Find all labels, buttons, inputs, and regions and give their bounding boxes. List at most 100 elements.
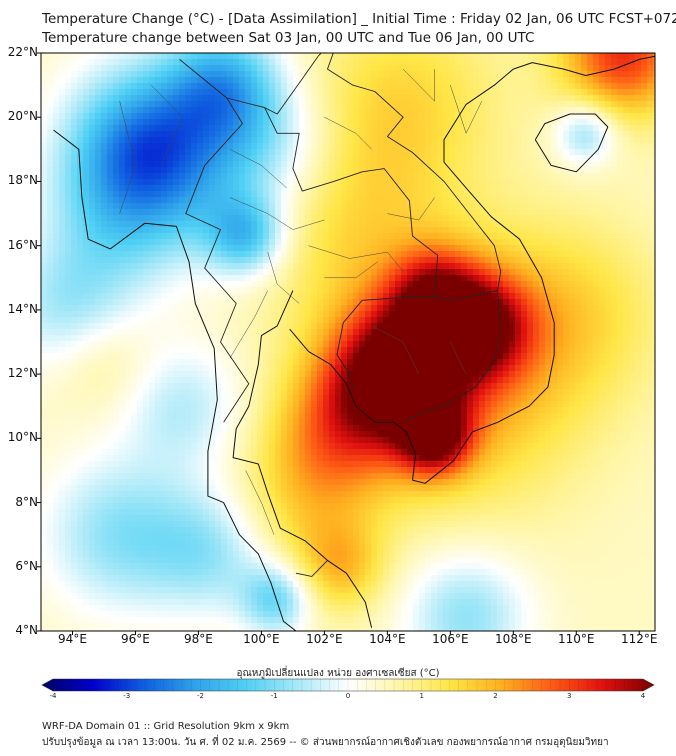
field-cell: [215, 89, 222, 96]
field-cell: [395, 59, 402, 66]
field-cell: [485, 323, 492, 330]
field-cell: [413, 125, 420, 132]
field-cell: [563, 209, 570, 216]
field-cell: [503, 221, 510, 228]
field-cell: [425, 239, 432, 246]
field-cell: [389, 323, 396, 330]
field-cell: [491, 131, 498, 138]
field-cell: [401, 155, 408, 162]
field-cell: [587, 305, 594, 312]
field-cell: [575, 221, 582, 228]
field-cell: [245, 281, 252, 288]
field-cell: [173, 341, 180, 348]
field-cell: [635, 83, 642, 90]
field-cell: [353, 329, 360, 336]
field-cell: [221, 125, 228, 132]
field-cell: [533, 263, 540, 270]
field-cell: [179, 125, 186, 132]
field-cell: [521, 155, 528, 162]
field-cell: [269, 341, 276, 348]
field-cell: [653, 281, 655, 288]
field-cell: [113, 335, 120, 342]
field-cell: [497, 293, 504, 300]
field-cell: [215, 119, 222, 126]
field-cell: [563, 299, 570, 306]
field-cell: [581, 179, 588, 186]
field-cell: [647, 323, 654, 330]
field-cell: [239, 317, 246, 324]
field-cell: [77, 329, 84, 336]
field-cell: [191, 149, 198, 156]
field-cell: [299, 257, 306, 264]
field-cell: [179, 71, 186, 78]
field-cell: [401, 71, 408, 78]
field-cell: [479, 149, 486, 156]
field-cell: [389, 239, 396, 246]
field-cell: [143, 83, 150, 90]
field-cell: [239, 53, 246, 60]
temperature-field: [41, 53, 655, 631]
field-cell: [77, 149, 84, 156]
field-cell: [155, 59, 162, 66]
field-cell: [83, 89, 90, 96]
field-cell: [281, 53, 288, 60]
field-cell: [167, 95, 174, 102]
field-cell: [521, 281, 528, 288]
field-cell: [215, 221, 222, 228]
field-cell: [143, 275, 150, 282]
field-cell: [179, 131, 186, 138]
field-cell: [359, 227, 366, 234]
field-cell: [557, 119, 564, 126]
field-cell: [485, 149, 492, 156]
field-cell: [563, 107, 570, 114]
field-cell: [605, 83, 612, 90]
field-cell: [647, 95, 654, 102]
field-cell: [233, 83, 240, 90]
field-cell: [347, 323, 354, 330]
field-cell: [71, 107, 78, 114]
field-cell: [569, 209, 576, 216]
field-cell: [425, 143, 432, 150]
field-cell: [161, 197, 168, 204]
field-cell: [173, 149, 180, 156]
field-cell: [515, 275, 522, 282]
field-cell: [71, 335, 78, 342]
field-cell: [341, 287, 348, 294]
field-cell: [245, 341, 252, 348]
field-cell: [635, 239, 642, 246]
field-cell: [119, 221, 126, 228]
field-cell: [563, 71, 570, 78]
field-cell: [311, 131, 318, 138]
field-cell: [293, 125, 300, 132]
field-cell: [593, 167, 600, 174]
field-cell: [287, 275, 294, 282]
field-cell: [449, 173, 456, 180]
field-cell: [377, 191, 384, 198]
field-cell: [503, 65, 510, 72]
field-cell: [509, 113, 516, 120]
field-cell: [275, 299, 282, 306]
field-cell: [539, 227, 546, 234]
field-cell: [311, 245, 318, 252]
field-cell: [173, 167, 180, 174]
field-cell: [587, 95, 594, 102]
field-cell: [533, 143, 540, 150]
field-cell: [95, 311, 102, 318]
field-cell: [371, 299, 378, 306]
field-cell: [437, 263, 444, 270]
field-cell: [275, 191, 282, 198]
field-cell: [161, 185, 168, 192]
field-cell: [485, 185, 492, 192]
field-cell: [287, 101, 294, 108]
field-cell: [461, 227, 468, 234]
field-cell: [305, 251, 312, 258]
field-cell: [443, 95, 450, 102]
field-cell: [197, 263, 204, 270]
field-cell: [149, 119, 156, 126]
field-cell: [137, 329, 144, 336]
field-cell: [419, 281, 426, 288]
field-cell: [449, 299, 456, 306]
field-cell: [275, 269, 282, 276]
field-cell: [515, 101, 522, 108]
field-cell: [197, 221, 204, 228]
